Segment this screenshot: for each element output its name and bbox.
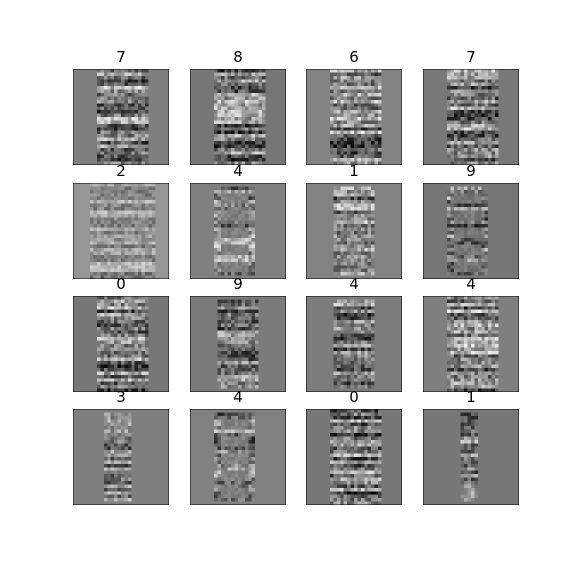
panel-title: 2: [116, 162, 126, 180]
panel-image: [423, 69, 519, 165]
panel-image: [190, 183, 286, 279]
image-panel: 1: [423, 388, 519, 505]
panel-title: 0: [116, 275, 126, 293]
panel-title: 1: [466, 388, 476, 406]
image-panel: 0: [73, 275, 169, 392]
panel-image: [73, 183, 169, 279]
panel-title: 4: [466, 275, 476, 293]
image-panel: 6: [306, 48, 402, 165]
panel-title: 3: [116, 388, 126, 406]
panel-image: [423, 409, 519, 505]
image-panel: 4: [423, 275, 519, 392]
panel-title: 4: [233, 162, 243, 180]
panel-image: [306, 409, 402, 505]
panel-image: [423, 183, 519, 279]
image-panel: 7: [73, 48, 169, 165]
panel-image: [73, 296, 169, 392]
panel-image: [190, 69, 286, 165]
image-panel: 2: [73, 162, 169, 279]
panel-title: 4: [233, 388, 243, 406]
panel-image: [73, 409, 169, 505]
panel-title: 7: [466, 48, 476, 66]
image-panel: 9: [423, 162, 519, 279]
image-panel: 8: [190, 48, 286, 165]
panel-title: 7: [116, 48, 126, 66]
panel-image: [306, 69, 402, 165]
image-panel: 3: [73, 388, 169, 505]
image-panel: 0: [306, 388, 402, 505]
panel-image: [190, 409, 286, 505]
image-panel: 7: [423, 48, 519, 165]
panel-image: [423, 296, 519, 392]
image-panel: 4: [190, 162, 286, 279]
panel-image: [306, 296, 402, 392]
panel-title: 8: [233, 48, 243, 66]
image-panel: 1: [306, 162, 402, 279]
panel-title: 4: [349, 275, 359, 293]
panel-image: [190, 296, 286, 392]
image-panel: 4: [306, 275, 402, 392]
panel-title: 9: [233, 275, 243, 293]
panel-title: 9: [466, 162, 476, 180]
panel-image: [306, 183, 402, 279]
panel-title: 6: [349, 48, 359, 66]
image-panel: 9: [190, 275, 286, 392]
panel-title: 0: [349, 388, 359, 406]
panel-title: 1: [349, 162, 359, 180]
panel-image: [73, 69, 169, 165]
image-panel: 4: [190, 388, 286, 505]
